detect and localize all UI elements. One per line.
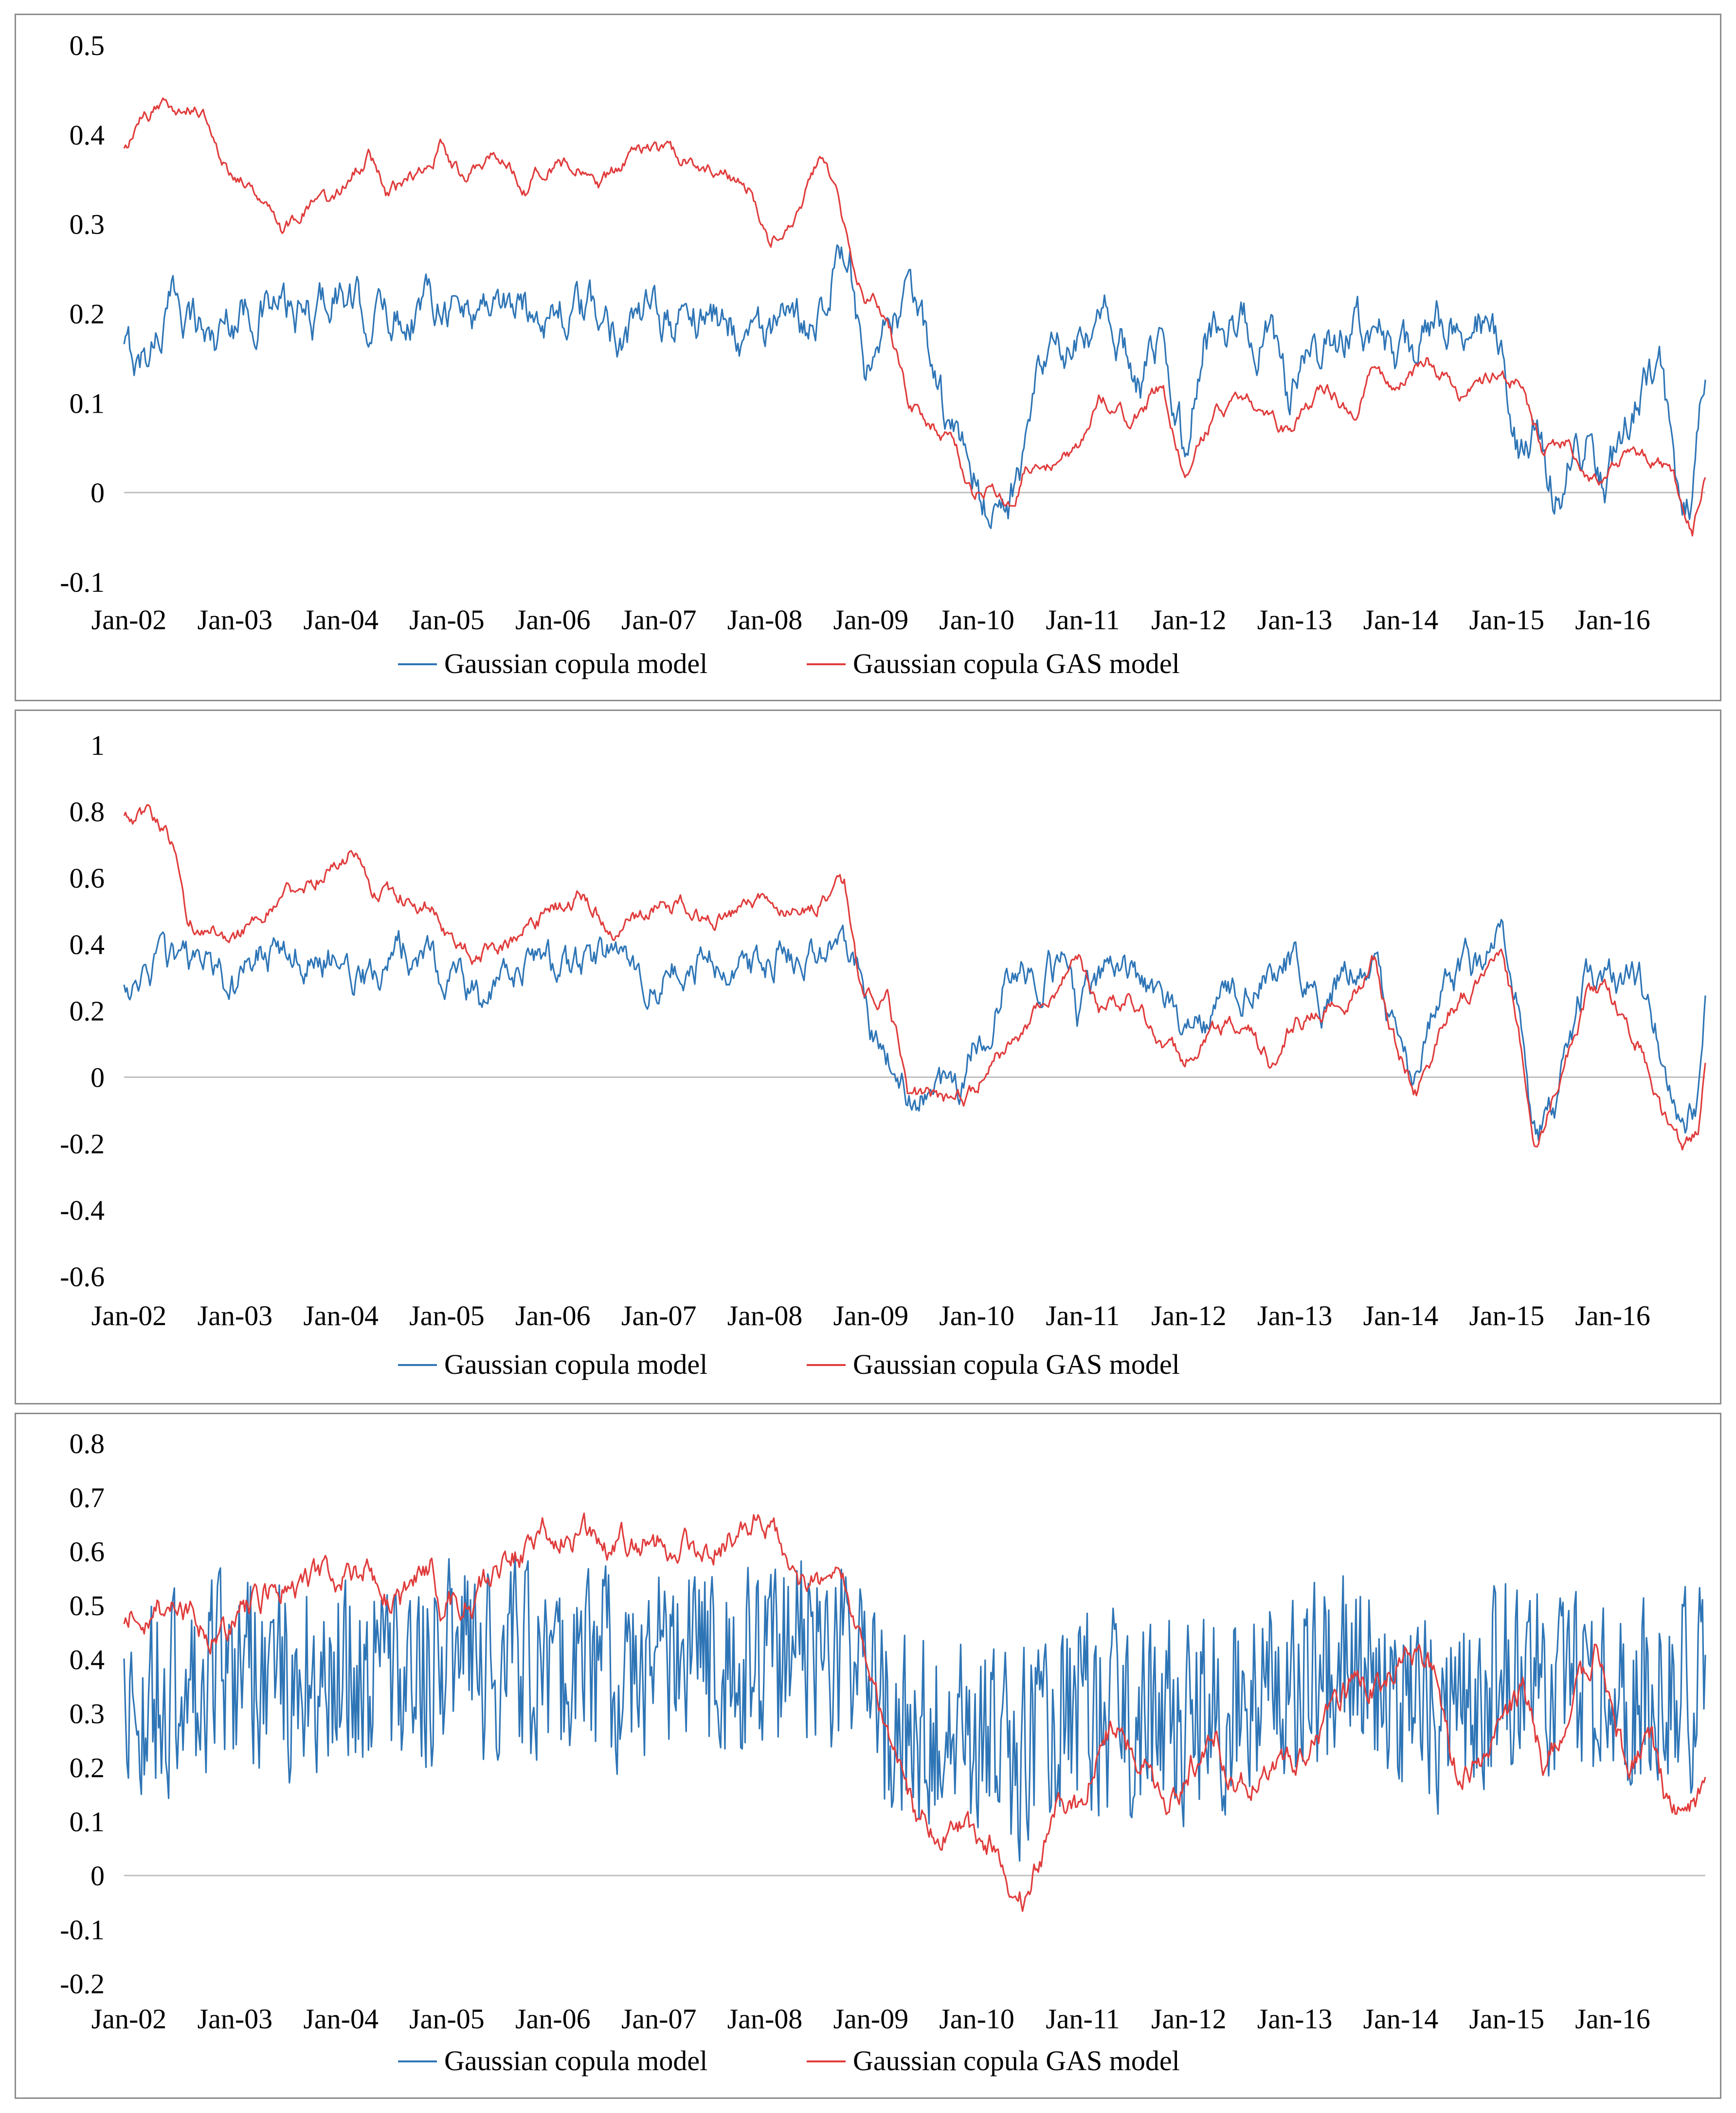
x-tick-label: Jan-16: [1575, 2003, 1650, 2035]
x-tick-label: Jan-04: [303, 1300, 379, 1331]
x-tick-label: Jan-14: [1363, 1300, 1439, 1331]
x-tick-label: Jan-06: [515, 2003, 591, 2035]
y-tick-label: 0.5: [70, 1590, 105, 1621]
chart-2-svg: -0.6 -0.4 -0.2 0 0.2 0.4 0.6 0.8 1 Jan-02 Jan-03 Ja…: [60, 729, 1706, 1380]
y-tick-label: 0.1: [70, 1806, 105, 1838]
x-tick-label: Jan-06: [515, 604, 591, 636]
y-tick-label: 1: [90, 729, 105, 761]
series-line-gaussian-copula: [123, 919, 1706, 1142]
y-tick-label: 0.2: [70, 1752, 105, 1784]
x-tick-label: Jan-15: [1469, 1300, 1544, 1331]
series-line-gaussian-copula: [123, 244, 1706, 529]
x-tick-label: Jan-13: [1257, 1300, 1333, 1331]
x-tick-label: Jan-05: [409, 604, 485, 636]
x-tick-label: Jan-02: [91, 2003, 167, 2035]
y-tick-label: 0: [90, 477, 105, 509]
y-tick-label: 0: [90, 1062, 105, 1093]
y-tick-label: 0: [90, 1860, 105, 1892]
chart-panel-3: -0.2 -0.1 0 0.1 0.2 0.3 0.4 0.5 0.6 0.7 0.8 Jan-02 J…: [15, 1413, 1721, 2099]
y-tick-label: -0.1: [60, 1914, 105, 1946]
x-tick-label: Jan-03: [198, 2003, 273, 2035]
x-tick-label: Jan-15: [1469, 2003, 1544, 2035]
y-tick-label: -0.1: [60, 566, 105, 598]
legend-label: Gaussian copula GAS model: [853, 648, 1180, 679]
legend-label: Gaussian copula model: [444, 1348, 707, 1380]
y-tick-label: 0.2: [70, 995, 105, 1027]
y-tick-label: -0.6: [60, 1261, 105, 1293]
x-tick-label: Jan-16: [1575, 1300, 1650, 1331]
x-tick-label: Jan-12: [1151, 604, 1227, 636]
x-tick-label: Jan-05: [409, 2003, 485, 2035]
x-tick-label: Jan-04: [303, 2003, 379, 2035]
x-tick-label: Jan-13: [1257, 604, 1333, 636]
y-tick-label: 0.3: [70, 1698, 105, 1730]
y-tick-label: 0.8: [70, 796, 105, 828]
x-tick-label: Jan-03: [198, 1300, 273, 1331]
legend-label: Gaussian copula model: [444, 648, 707, 679]
x-tick-label: Jan-04: [303, 604, 379, 636]
x-tick-label: Jan-07: [621, 604, 697, 636]
x-tick-label: Jan-14: [1363, 604, 1439, 636]
x-tick-label: Jan-14: [1363, 2003, 1439, 2035]
x-tick-label: Jan-10: [939, 1300, 1014, 1331]
x-tick-label: Jan-15: [1469, 604, 1544, 636]
y-tick-label: -0.2: [60, 1968, 105, 2000]
x-tick-label: Jan-10: [939, 604, 1014, 636]
x-tick-label: Jan-10: [939, 2003, 1014, 2035]
chart-3-svg: -0.2 -0.1 0 0.1 0.2 0.3 0.4 0.5 0.6 0.7 0.8 Jan-02 J…: [60, 1428, 1706, 2077]
x-tick-label: Jan-08: [727, 1300, 803, 1331]
x-tick-label: Jan-06: [515, 1300, 591, 1331]
legend-label: Gaussian copula GAS model: [853, 1348, 1180, 1380]
y-tick-label: 0.7: [70, 1482, 105, 1513]
y-tick-label: -0.4: [60, 1195, 105, 1226]
chart-1-svg: -0.1 0 0.1 0.2 0.3 0.4 0.5 Jan-02 Jan-03 Jan-04 Ja…: [60, 30, 1706, 679]
x-tick-label: Jan-02: [91, 1300, 167, 1331]
x-tick-label: Jan-03: [198, 604, 273, 636]
x-tick-label: Jan-09: [833, 604, 908, 636]
series-line-gaussian-copula-gas: [123, 97, 1706, 537]
y-tick-label: 0.4: [70, 929, 105, 961]
x-tick-label: Jan-07: [621, 1300, 697, 1331]
x-tick-label: Jan-11: [1046, 2003, 1120, 2035]
x-tick-label: Jan-05: [409, 1300, 485, 1331]
legend-label: Gaussian copula model: [444, 2045, 707, 2077]
x-tick-label: Jan-12: [1151, 1300, 1227, 1331]
x-tick-label: Jan-08: [727, 604, 803, 636]
y-tick-label: 0.6: [70, 862, 105, 894]
series-line-gaussian-copula: [123, 1554, 1706, 1862]
y-tick-label: 0.8: [70, 1428, 105, 1459]
legend-label: Gaussian copula GAS model: [853, 2045, 1180, 2077]
x-tick-label: Jan-02: [91, 604, 167, 636]
y-tick-label: -0.2: [60, 1128, 105, 1160]
series-line-gaussian-copula-gas: [123, 804, 1706, 1151]
y-tick-label: 0.5: [70, 30, 105, 61]
x-tick-label: Jan-11: [1046, 1300, 1120, 1331]
y-tick-label: 0.3: [70, 209, 105, 240]
x-tick-label: Jan-09: [833, 1300, 908, 1331]
x-tick-label: Jan-12: [1151, 2003, 1227, 2035]
y-tick-label: 0.4: [70, 1644, 105, 1676]
chart-panel-2: -0.6 -0.4 -0.2 0 0.2 0.4 0.6 0.8 1 Jan-02 Jan-03 Ja…: [15, 710, 1721, 1404]
series-line-gaussian-copula-gas: [123, 1512, 1706, 1912]
x-tick-label: Jan-08: [727, 2003, 803, 2035]
x-tick-label: Jan-07: [621, 2003, 697, 2035]
y-tick-label: 0.2: [70, 298, 105, 330]
x-tick-label: Jan-09: [833, 2003, 908, 2035]
y-tick-label: 0.6: [70, 1536, 105, 1567]
y-tick-label: 0.1: [70, 387, 105, 419]
x-tick-label: Jan-13: [1257, 2003, 1333, 2035]
y-tick-label: 0.4: [70, 119, 105, 151]
chart-panel-1: -0.1 0 0.1 0.2 0.3 0.4 0.5 Jan-02 Jan-03 Jan-04 Ja…: [15, 14, 1721, 701]
x-tick-label: Jan-16: [1575, 604, 1650, 636]
x-tick-label: Jan-11: [1046, 604, 1120, 636]
